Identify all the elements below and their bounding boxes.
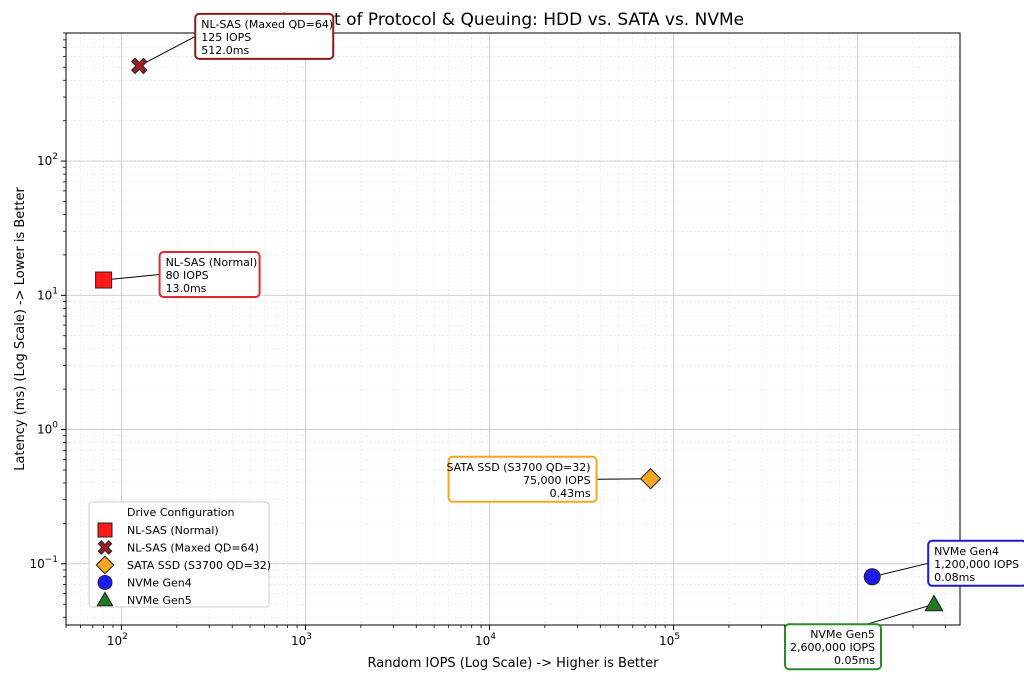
data-point-2 <box>639 468 662 490</box>
annotation-connector <box>139 35 196 67</box>
legend-marker-2-shape <box>95 555 115 575</box>
y-tick-label: 101 <box>37 286 58 302</box>
annotation-line: 2,600,000 IOPS <box>790 641 875 654</box>
legend-label-2: SATA SSD (S3700 QD=32) <box>127 559 271 572</box>
legend-marker-3-shape <box>97 575 113 590</box>
data-point-1-shape <box>130 57 148 75</box>
annotation-line: 0.43ms <box>550 487 591 500</box>
annotation-connector <box>103 274 160 281</box>
x-tick-label: 104 <box>475 632 496 648</box>
annotation-line: 0.08ms <box>934 571 975 584</box>
x-tick-label: 102 <box>107 632 128 648</box>
y-tick-label: 10−1 <box>29 555 58 571</box>
annotation-line: 13.0ms <box>166 282 207 295</box>
x-axis-label: Random IOPS (Log Scale) -> Higher is Bet… <box>368 656 660 671</box>
annotation-box <box>447 455 598 503</box>
plot-frame <box>65 32 961 626</box>
x-tick-label: 105 <box>659 632 680 648</box>
legend-marker-4 <box>96 591 114 607</box>
annotation-line: 80 IOPS <box>166 269 209 282</box>
annotation-line: 0.05ms <box>834 654 875 667</box>
y-axis-label: Latency (ms) (Log Scale) -> Lower is Bet… <box>13 187 28 471</box>
legend-frame <box>88 501 270 608</box>
legend-label-4: NVMe Gen5 <box>127 594 192 607</box>
data-point-3-shape <box>863 568 881 586</box>
x-tick-label: 103 <box>291 632 312 648</box>
legend: Drive Configuration NL-SAS (Normal) NL-SAS… <box>88 501 271 608</box>
annotation-line: NVMe Gen4 <box>934 545 999 558</box>
annotation-box <box>158 251 261 299</box>
annotation-box <box>194 12 335 60</box>
data-point-3 <box>863 568 881 586</box>
legend-marker-0 <box>97 522 113 538</box>
annotation-line: NVMe Gen5 <box>810 628 875 641</box>
legend-marker-3 <box>97 575 113 590</box>
legend-label-0: NL-SAS (Normal) <box>127 524 219 537</box>
annotation-line: 512.0ms <box>201 44 249 57</box>
annotation-box <box>783 623 882 671</box>
data-point-2-shape <box>639 468 662 490</box>
data-point-4-shape <box>924 594 944 612</box>
data-point-1 <box>130 57 148 75</box>
legend-marker-0-shape <box>97 522 113 538</box>
y-tick-label: 102 <box>37 152 58 168</box>
annotation-connector <box>866 603 935 625</box>
annotation-line: 125 IOPS <box>201 31 251 44</box>
legend-marker-4-shape <box>96 591 114 607</box>
data-point-4 <box>924 594 944 612</box>
legend-marker-1-shape <box>97 540 113 555</box>
legend-marker-1 <box>97 540 113 555</box>
annotation-line: NL-SAS (Maxed QD=64) <box>201 18 333 31</box>
annotation-line: 75,000 IOPS <box>523 474 591 487</box>
tick-layer: 102 103 104 105 10−1 100 101 102 <box>29 32 946 648</box>
chart-title: Impact of Protocol & Queuing: HDD vs. SA… <box>282 10 744 30</box>
annotation-box <box>927 539 1024 587</box>
data-point-0 <box>95 271 113 289</box>
annotation-line: NL-SAS (Normal) <box>166 256 258 269</box>
legend-label-3: NVMe Gen4 <box>127 577 192 590</box>
legend-title: Drive Configuration <box>127 506 234 519</box>
marker-layer <box>95 57 944 612</box>
legend-label-1: NL-SAS (Maxed QD=64) <box>127 542 259 555</box>
annotation-connector <box>872 562 929 578</box>
annotation-line: 1,200,000 IOPS <box>934 558 1019 571</box>
data-point-0-shape <box>95 271 113 289</box>
annotation-line: SATA SSD (S3700 QD=32) <box>446 461 590 474</box>
legend-marker-2 <box>95 555 115 575</box>
y-tick-label: 100 <box>37 421 58 437</box>
